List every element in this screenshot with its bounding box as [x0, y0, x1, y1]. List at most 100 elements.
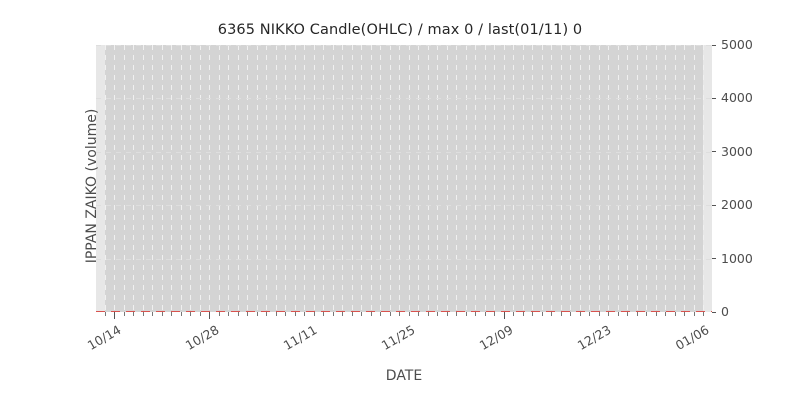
y-tick-mark [712, 204, 716, 206]
vertical-gridline [142, 45, 144, 312]
x-axis-minor-tick [294, 312, 296, 316]
horizontal-gridline [96, 45, 712, 46]
x-axis-minor-tick [446, 312, 448, 316]
x-axis-minor-tick [579, 312, 581, 316]
x-axis-minor-tick [665, 312, 667, 316]
x-axis-minor-tick [256, 312, 258, 316]
x-axis-minor-tick [484, 312, 486, 316]
vertical-gridline [161, 45, 163, 312]
x-axis-major-tick [503, 312, 505, 319]
vertical-gridline [370, 45, 372, 312]
vertical-gridline [133, 45, 135, 312]
x-axis-minor-tick [275, 312, 277, 316]
vertical-gridline [247, 45, 249, 312]
x-axis-minor-tick [228, 312, 230, 316]
x-tick-label: 11/11 [280, 322, 320, 354]
x-axis-minor-tick [266, 312, 268, 316]
x-axis-minor-tick [532, 312, 534, 316]
x-axis-minor-tick [475, 312, 477, 316]
vertical-gridline [522, 45, 524, 312]
vertical-gridline [427, 45, 429, 312]
vertical-gridline [684, 45, 686, 312]
y-tick-label: 5000 [721, 37, 753, 52]
vertical-gridline [256, 45, 258, 312]
x-axis-label: DATE [385, 368, 423, 384]
x-axis-minor-tick [190, 312, 192, 316]
x-axis-minor-tick [570, 312, 572, 316]
y-tick-mark [712, 258, 716, 260]
x-axis-minor-tick [541, 312, 543, 316]
x-axis-minor-tick [142, 312, 144, 316]
x-axis-minor-tick [513, 312, 515, 316]
x-axis-minor-tick [285, 312, 287, 316]
x-axis-minor-tick [133, 312, 135, 316]
vertical-gridline [579, 45, 581, 312]
vertical-gridline [332, 45, 334, 312]
vertical-gridline [560, 45, 562, 312]
x-axis-minor-tick [636, 312, 638, 316]
x-axis-minor-tick [598, 312, 600, 316]
vertical-gridline [513, 45, 515, 312]
vertical-gridline [399, 45, 401, 312]
vertical-gridline [456, 45, 458, 312]
y-tick-label: 1000 [721, 250, 753, 266]
x-axis-minor-tick [684, 312, 686, 316]
vertical-gridline [465, 45, 467, 312]
x-axis-minor-tick [494, 312, 496, 316]
y-tick-mark [712, 44, 716, 46]
vertical-gridline [351, 45, 353, 312]
x-axis-minor-tick [465, 312, 467, 316]
vertical-gridline [304, 45, 306, 312]
vertical-gridline [294, 45, 296, 312]
x-axis-minor-tick [218, 312, 220, 316]
vertical-gridline [152, 45, 154, 312]
horizontal-gridline [96, 98, 712, 100]
vertical-gridline [313, 45, 315, 312]
vertical-gridline [275, 45, 277, 312]
x-axis-minor-tick [617, 312, 619, 316]
x-axis-minor-tick [674, 312, 676, 316]
x-axis-minor-tick [693, 312, 695, 316]
x-axis-minor-tick [456, 312, 458, 316]
x-axis-minor-tick [313, 312, 315, 316]
vertical-gridlines [96, 45, 712, 312]
vertical-gridline [665, 45, 667, 312]
vertical-gridline [608, 45, 610, 312]
vertical-gridline [266, 45, 268, 312]
x-axis-minor-tick [332, 312, 334, 316]
x-axis-minor-tick [655, 312, 657, 316]
x-tick-label: 10/28 [182, 322, 222, 354]
vertical-gridline [636, 45, 638, 312]
x-axis-minor-tick [522, 312, 524, 316]
y-tick-mark [712, 311, 716, 313]
horizontal-gridline [96, 205, 712, 207]
vertical-gridline [342, 45, 344, 312]
vertical-gridline [437, 45, 439, 312]
vertical-gridline [323, 45, 325, 312]
vertical-gridline [199, 45, 201, 312]
vertical-gridline [475, 45, 477, 312]
x-axis-minor-tick [123, 312, 125, 316]
x-axis-minor-tick [361, 312, 363, 316]
vertical-gridline [503, 45, 505, 312]
vertical-gridline [114, 45, 116, 312]
plot-area[interactable] [96, 45, 712, 312]
vertical-gridline [598, 45, 600, 312]
x-axis-minor-tick [560, 312, 562, 316]
vertical-gridline [646, 45, 648, 312]
vertical-gridline [380, 45, 382, 312]
x-axis-minor-tick [389, 312, 391, 316]
vertical-gridline [228, 45, 230, 312]
vertical-gridline [218, 45, 220, 312]
x-axis-minor-tick [646, 312, 648, 316]
x-axis-minor-tick [380, 312, 382, 316]
vertical-gridline [674, 45, 676, 312]
x-tick-label: 01/06 [672, 322, 712, 354]
x-axis-major-tick [209, 312, 211, 319]
vertical-gridline [408, 45, 410, 312]
chart-title: 6365 NIKKO Candle(OHLC) / max 0 / last(0… [217, 22, 583, 38]
x-axis-minor-tick [180, 312, 182, 316]
x-axis-minor-tick [247, 312, 249, 316]
vertical-gridline [617, 45, 619, 312]
